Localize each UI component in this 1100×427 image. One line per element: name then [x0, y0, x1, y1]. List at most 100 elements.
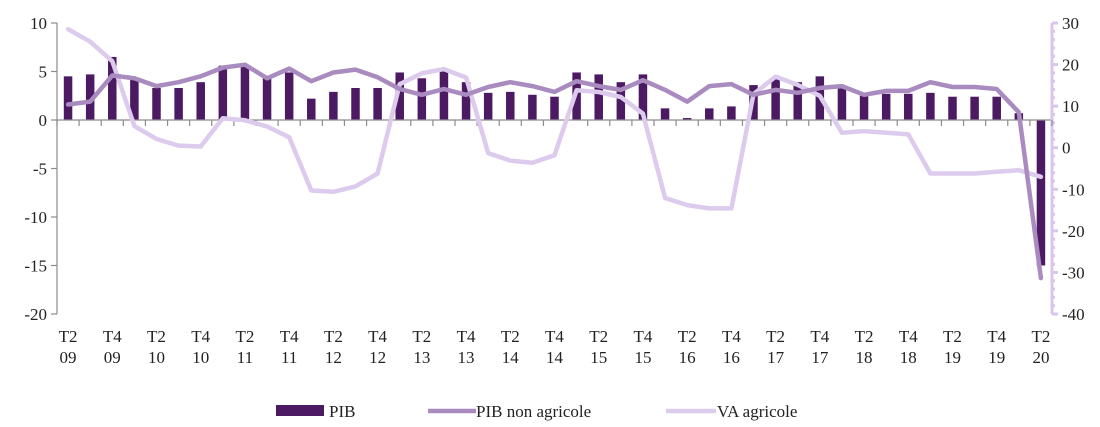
- va-agricole-line: [65, 26, 1044, 211]
- x-tick-label-quarter: T4: [457, 327, 476, 346]
- legend-label-pib-non-agricole: PIB non agricole: [476, 402, 591, 421]
- pib-bar: [926, 92, 935, 120]
- x-tick-label-quarter: T2: [235, 327, 254, 346]
- x-tick-label-year: 12: [369, 348, 386, 367]
- left-y-tick-label: -10: [24, 208, 47, 227]
- pib-bar: [705, 108, 714, 120]
- x-tick-label-quarter: T4: [633, 327, 652, 346]
- pib-bar: [395, 72, 404, 120]
- x-tick-label-year: 17: [767, 348, 785, 367]
- pib-bar: [284, 72, 294, 120]
- x-tick-label-quarter: T4: [810, 327, 829, 346]
- x-tick-label-year: 13: [413, 348, 430, 367]
- pib-bar: [992, 96, 1001, 120]
- pib-bar: [594, 74, 603, 120]
- pib-bar: [218, 65, 228, 120]
- pib-bar: [85, 74, 95, 120]
- x-tick-label-quarter: T2: [501, 327, 520, 346]
- pib-bar: [727, 106, 736, 120]
- pib-bar: [461, 82, 471, 120]
- x-tick-label-year: 14: [546, 348, 564, 367]
- pib-bar: [351, 87, 360, 120]
- right-y-ticks: 30 20 10 0 -10 -20 -30 -40: [1052, 14, 1085, 324]
- pib-bar: [483, 92, 493, 120]
- x-tick-label-quarter: T2: [766, 327, 785, 346]
- right-y-tick-label: -20: [1062, 222, 1085, 241]
- x-tick-label-year: 12: [325, 348, 342, 367]
- axes-group: [56, 23, 1054, 314]
- x-tick-label-quarter: T4: [722, 327, 741, 346]
- pib-bar: [307, 98, 316, 120]
- x-tick-label-quarter: T2: [1031, 327, 1050, 346]
- pib-bar: [63, 76, 73, 120]
- left-y-tick-label: -5: [33, 160, 47, 179]
- pib-non-agricole-line: [65, 62, 1044, 281]
- x-tick-label-quarter: T2: [412, 327, 431, 346]
- pib-bar: [616, 82, 626, 120]
- left-y-tick-label: 0: [39, 111, 48, 130]
- x-tick-labels: T2 09 T4 09 T2 10 T4 10 T2 11 T4 11 T2 12 T4 12 T2 13 T4 13…: [59, 327, 1051, 367]
- pib-bar: [506, 91, 515, 120]
- pib-bar: [130, 79, 139, 120]
- x-tick-label-year: 16: [679, 348, 696, 367]
- x-tick-label-year: 20: [1032, 348, 1049, 367]
- pib-bar: [550, 96, 559, 120]
- x-tick-label-year: 09: [104, 348, 121, 367]
- left-y-tick-label: -15: [24, 257, 47, 276]
- pib-bar: [771, 79, 780, 120]
- x-tick-label-year: 09: [60, 348, 77, 367]
- x-tick-label-year: 19: [988, 348, 1005, 367]
- legend-swatch-pib: [276, 405, 324, 416]
- x-tick-label-quarter: T4: [987, 327, 1006, 346]
- pib-bar: [948, 96, 957, 120]
- line-series: [65, 26, 1044, 281]
- pib-bar: [793, 82, 802, 120]
- x-tick-label-quarter: T2: [59, 327, 78, 346]
- pib-bar: [196, 82, 205, 120]
- x-tick-label-quarter: T4: [368, 327, 387, 346]
- x-tick-label-quarter: T2: [678, 327, 697, 346]
- legend: PIB PIB non agricole VA agricole: [276, 402, 797, 421]
- pib-bar: [439, 71, 449, 120]
- x-tick-label-year: 16: [723, 348, 740, 367]
- pib-bar: [262, 77, 272, 120]
- left-y-ticks: 10 5 0 -5 -10 -15 -20: [24, 14, 57, 324]
- left-y-tick-label: 5: [39, 63, 48, 82]
- x-tick-label-year: 15: [590, 348, 607, 367]
- x-tick-label-year: 13: [458, 348, 475, 367]
- pib-bar: [240, 66, 250, 120]
- pib-bar: [373, 87, 382, 120]
- x-tick-label-quarter: T2: [943, 327, 962, 346]
- x-tick-label-quarter: T4: [103, 327, 122, 346]
- pib-bar: [682, 118, 692, 120]
- x-tick-label-year: 11: [237, 348, 253, 367]
- x-tick-label-year: 18: [900, 348, 917, 367]
- x-tick-label-quarter: T4: [280, 327, 299, 346]
- x-tick-label-quarter: T4: [899, 327, 918, 346]
- x-ticks: [56, 120, 1053, 126]
- right-y-tick-label: 20: [1062, 56, 1079, 75]
- pib-bar: [660, 108, 670, 120]
- pib-bar: [970, 96, 979, 120]
- x-tick-label-quarter: T4: [545, 327, 564, 346]
- pib-bar-series: [63, 56, 1046, 266]
- x-tick-label-quarter: T4: [191, 327, 210, 346]
- x-tick-label-year: 15: [634, 348, 651, 367]
- right-y-tick-label: 0: [1062, 139, 1071, 158]
- pib-bar: [417, 78, 427, 120]
- x-tick-label-quarter: T2: [589, 327, 608, 346]
- x-tick-label-year: 19: [944, 348, 961, 367]
- pib-bar: [904, 93, 913, 120]
- x-tick-label-year: 17: [811, 348, 829, 367]
- x-tick-label-quarter: T2: [147, 327, 166, 346]
- x-tick-label-year: 14: [502, 348, 520, 367]
- left-y-tick-label: -20: [24, 305, 47, 324]
- legend-label-pib: PIB: [329, 402, 355, 421]
- x-tick-label-year: 18: [856, 348, 873, 367]
- left-y-tick-label: 10: [30, 14, 47, 33]
- pib-bar: [152, 87, 161, 120]
- pib-bar: [881, 93, 891, 120]
- right-y-tick-label: -40: [1062, 305, 1085, 324]
- x-tick-label-year: 11: [281, 348, 297, 367]
